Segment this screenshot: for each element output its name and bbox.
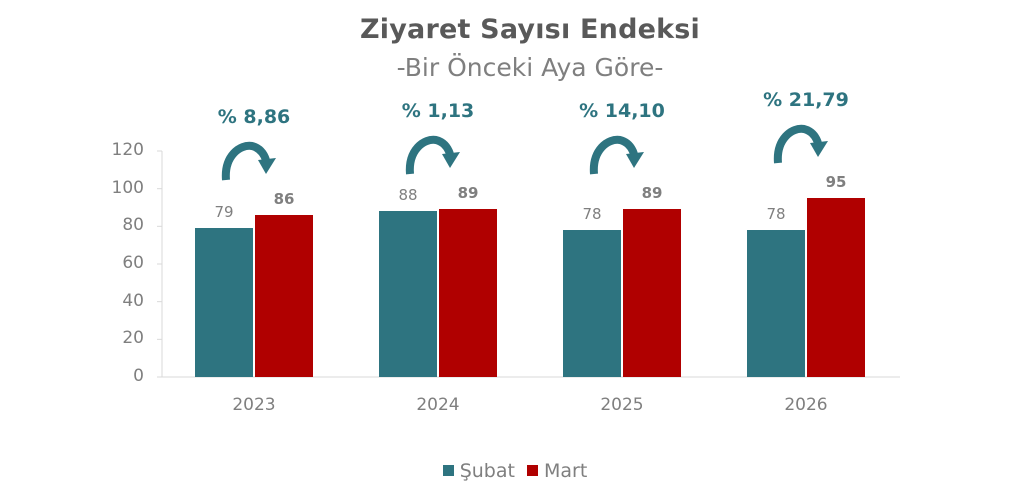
legend-label: Mart (544, 459, 588, 482)
percent-change-label: % 21,79 (763, 89, 849, 112)
y-tick-label: 80 (122, 215, 144, 236)
legend: Şubat Mart (0, 459, 1024, 482)
legend-item-mart: Mart (527, 460, 587, 482)
x-tick-label: 2024 (416, 395, 460, 415)
value-label: 89 (457, 184, 479, 203)
x-tick-label: 2026 (784, 395, 828, 415)
value-label: 79 (214, 203, 234, 222)
y-tick-label: 20 (122, 328, 144, 349)
value-label: 86 (273, 190, 295, 209)
y-tick-label: 0 (133, 366, 144, 386)
value-label: 78 (766, 205, 786, 224)
curved-arrow-icon (588, 134, 648, 180)
chart-subtitle: -Bir Önceki Aya Göre- (396, 53, 664, 82)
bar-mart-2026 (807, 198, 865, 377)
x-tick-label: 2023 (232, 395, 276, 415)
bar-mart-2023 (255, 215, 313, 377)
legend-item-subat: Şubat (442, 459, 515, 482)
percent-change-label: % 14,10 (579, 100, 665, 123)
curved-arrow-icon (772, 123, 832, 169)
value-label: 95 (825, 173, 847, 192)
legend-swatch-icon (442, 465, 454, 476)
bar-subat-2026 (747, 230, 805, 377)
y-tick-label: 100 (111, 177, 144, 198)
curved-arrow-icon (220, 140, 280, 186)
bar-subat-2024 (379, 211, 437, 377)
y-tick-label: 40 (122, 290, 144, 311)
y-tick-label: 120 (111, 140, 144, 160)
x-tick-label: 2025 (600, 395, 644, 415)
y-tick-label: 60 (122, 253, 144, 273)
percent-change-label: % 1,13 (401, 100, 475, 123)
bar-subat-2025 (563, 230, 621, 377)
bar-mart-2025 (623, 209, 681, 377)
curved-arrow-icon (404, 134, 464, 180)
chart-title: Ziyaret Sayısı Endeksi (360, 14, 700, 45)
value-label: 88 (398, 186, 418, 205)
value-label: 89 (641, 184, 663, 203)
percent-change-label: % 8,86 (217, 106, 291, 129)
legend-swatch-icon (527, 465, 538, 476)
legend-label: Şubat (459, 459, 515, 482)
bar-mart-2024 (439, 209, 497, 377)
value-label: 78 (582, 205, 602, 224)
bar-subat-2023 (195, 228, 253, 377)
